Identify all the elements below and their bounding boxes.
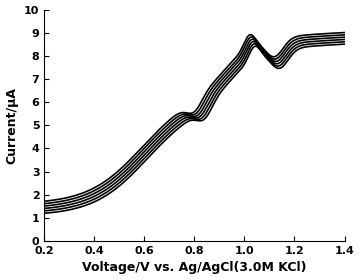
Y-axis label: Current/µA: Current/µA (5, 87, 19, 164)
X-axis label: Voltage/V vs. Ag/AgCl(3.0M KCl): Voltage/V vs. Ag/AgCl(3.0M KCl) (82, 262, 307, 274)
